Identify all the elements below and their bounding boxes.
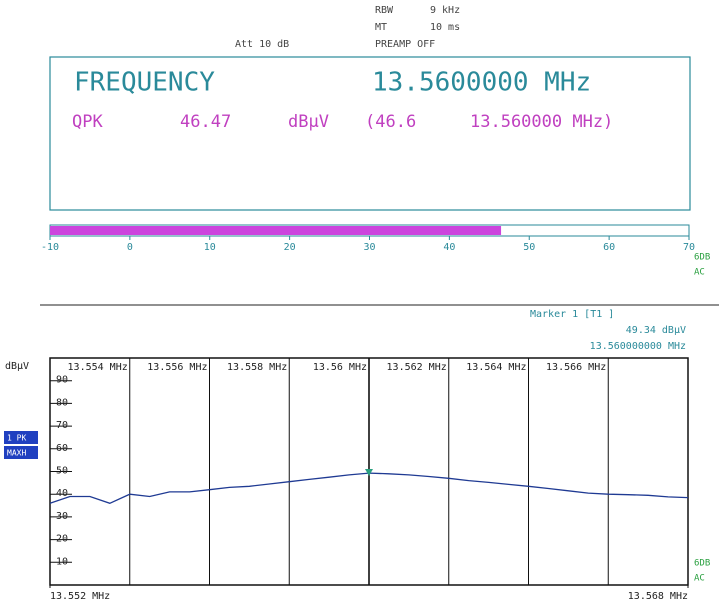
marker-value: 49.34 dBµV [626, 325, 686, 336]
y-tick-label: 90 [56, 375, 68, 386]
y-tick-label: 50 [56, 466, 68, 477]
header-label: PREAMP OFF [375, 39, 435, 50]
trace-label: 1 PK [7, 434, 26, 443]
attenuation: Att 10 dB [235, 39, 289, 50]
trace-label: MAXH [7, 449, 26, 458]
trace-badge [4, 446, 38, 459]
unit: dBµV [288, 112, 329, 132]
y-tick-label: 20 [56, 534, 68, 545]
x-tick-label: 13.568 MHz [628, 591, 688, 602]
meter-tick-label: 70 [683, 242, 695, 253]
x-tick-label: 13.564 MHz [466, 362, 526, 373]
peak-frequency: 13.560000 MHz) [470, 112, 613, 132]
header-label: RBW [375, 5, 394, 16]
y-axis-label: dBµV [5, 361, 29, 372]
meter-tick-label: 20 [284, 242, 296, 253]
readout-title: FREQUENCY [74, 68, 215, 98]
header-value: 9 kHz [430, 5, 460, 16]
header-label: MT [375, 22, 387, 33]
meter-bar [50, 226, 502, 235]
y-tick-label: 70 [56, 420, 68, 431]
x-tick-label: 13.56 MHz [313, 362, 367, 373]
marker-name: Marker 1 [T1 ] [530, 309, 614, 320]
y-tick-label: 30 [56, 511, 68, 522]
marker-frequency: 13.560000000 MHz [590, 341, 686, 352]
side-label: AC [694, 268, 705, 278]
meter-tick-label: 60 [603, 242, 615, 253]
header-value: 10 ms [430, 22, 460, 33]
level: 46.47 [180, 112, 231, 132]
x-tick-label: 13.556 MHz [147, 362, 207, 373]
trace-badge [4, 431, 38, 444]
x-tick-label: 13.552 MHz [50, 591, 110, 602]
meter-tick-label: -10 [41, 242, 59, 253]
y-tick-label: 60 [56, 443, 68, 454]
meter-tick-label: 30 [363, 242, 375, 253]
peak: (46.6 [365, 112, 416, 132]
x-tick-label: 13.562 MHz [387, 362, 447, 373]
side-label: AC [694, 574, 705, 584]
y-tick-label: 10 [56, 556, 68, 567]
meter-tick-label: 40 [443, 242, 455, 253]
meter-tick-label: 0 [127, 242, 133, 253]
meter-tick-label: 10 [204, 242, 216, 253]
side-label: 6DB [694, 559, 710, 569]
x-tick-label: 13.566 MHz [546, 362, 606, 373]
readout-box [49, 56, 691, 211]
x-tick-label: 13.558 MHz [227, 362, 287, 373]
meter-tick-label: 50 [523, 242, 535, 253]
readout-frequency: 13.5600000 MHz [372, 68, 591, 98]
side-label: 6DB [694, 253, 710, 263]
y-tick-label: 80 [56, 397, 68, 408]
detector: QPK [72, 112, 103, 132]
marker [365, 468, 373, 476]
y-tick-label: 40 [56, 488, 68, 499]
x-tick-label: 13.554 MHz [68, 362, 128, 373]
